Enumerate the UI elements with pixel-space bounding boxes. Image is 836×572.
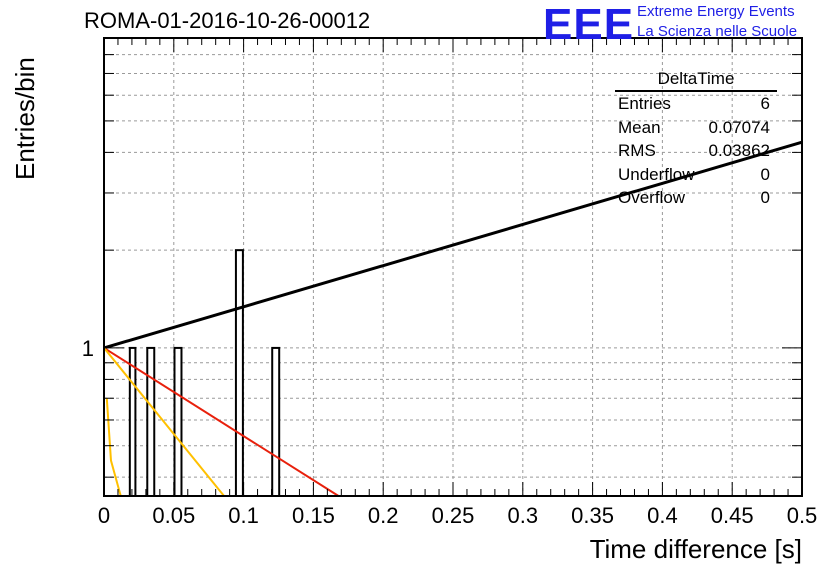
stats-box: DeltaTime Entries 6 Mean 0.07074 RMS 0.0…	[612, 68, 782, 210]
eee-logo-text: Extreme Energy Events La Scienza nelle S…	[637, 2, 797, 42]
chart-title: ROMA-01-2016-10-26-00012	[84, 8, 371, 33]
eee-logo: EEE	[543, 0, 635, 49]
stats-label: RMS	[618, 141, 656, 160]
x-tick-label: 0	[98, 503, 110, 528]
stats-value: 0.07074	[708, 117, 770, 137]
stats-row-entries: Entries 6	[612, 92, 782, 116]
y-tick-labels: 1	[82, 336, 94, 361]
fit-line	[103, 347, 340, 497]
stats-value: 0.03862	[708, 141, 770, 160]
x-tick-label: 0.1	[228, 503, 259, 528]
stats-value: 0	[760, 164, 770, 184]
axis-ticks	[103, 37, 803, 496]
x-tick-label: 0.35	[571, 503, 614, 528]
histogram-bars	[128, 249, 281, 497]
stats-title: DeltaTime	[615, 68, 777, 92]
stats-label: Entries	[618, 94, 671, 113]
x-tick-label: 0.2	[368, 503, 399, 528]
stats-row-underflow: Underflow 0	[612, 163, 782, 187]
stats-row-overflow: Overflow 0	[612, 186, 782, 210]
fit-line	[105, 398, 122, 497]
fit-line	[103, 347, 225, 497]
stats-label: Mean	[618, 117, 661, 137]
x-tick-labels: 0 0.05 0.1 0.15 0.2 0.25 0.3 0.35 0.4 0.45 0.5	[98, 503, 817, 528]
x-tick-label: 0.15	[292, 503, 335, 528]
x-axis-label: Time difference [s]	[589, 534, 802, 564]
histogram-bar	[146, 346, 156, 497]
logo-line-2: La Scienza nelle Scuole	[637, 23, 798, 40]
histogram-bar	[173, 346, 183, 497]
stats-row-rms: RMS 0.03862	[612, 139, 782, 163]
stats-value: 6	[760, 94, 770, 113]
x-tick-label: 0.25	[432, 503, 475, 528]
histogram-bar	[234, 249, 244, 497]
fit-line	[103, 140, 803, 350]
logo-line-1: Extreme Energy Events	[637, 3, 795, 20]
x-tick-label: 0.05	[152, 503, 195, 528]
y-tick-label: 1	[82, 336, 94, 361]
y-axis-label: Entries/bin	[10, 57, 40, 180]
x-tick-label: 0.45	[711, 503, 754, 528]
x-tick-label: 0.4	[647, 503, 678, 528]
histogram-bar	[271, 346, 281, 497]
histogram-bar	[128, 346, 137, 497]
x-tick-label: 0.3	[508, 503, 539, 528]
stats-row-mean: Mean 0.07074	[612, 116, 782, 140]
stats-label: Underflow	[618, 164, 695, 184]
stats-value: 0	[760, 188, 770, 207]
fit-lines	[103, 140, 803, 497]
x-tick-label: 0.5	[787, 503, 818, 528]
stats-label: Overflow	[618, 188, 686, 207]
